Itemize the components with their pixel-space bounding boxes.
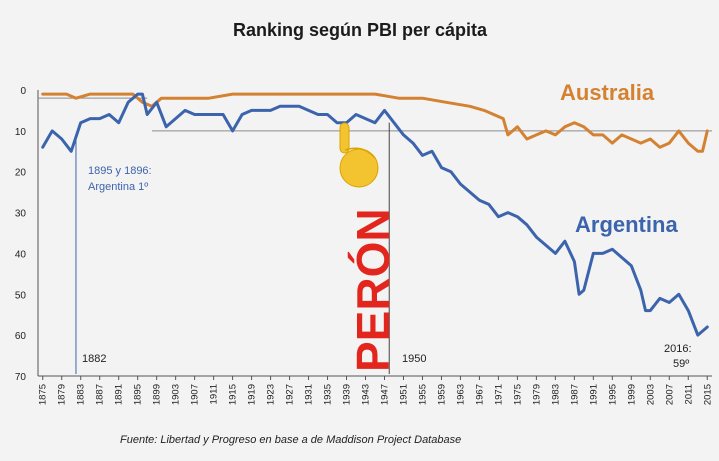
y-tick-label-60: 60 [15, 331, 27, 342]
x-tick-label-2011: 2011 [683, 384, 694, 404]
x-tick-label-1919: 1919 [247, 384, 258, 405]
x-tick-label-1935: 1935 [323, 384, 334, 405]
series-label-australia: Australia [560, 80, 655, 105]
series-group [41, 92, 709, 337]
x-tick-label-1951: 1951 [398, 384, 409, 405]
x-tick-label-1927: 1927 [285, 384, 296, 405]
x-tick-label-1967: 1967 [474, 384, 485, 405]
x-tick-label-1987: 1987 [569, 384, 580, 405]
x-tick-label-1975: 1975 [512, 384, 523, 405]
x-tick-label-1983: 1983 [550, 384, 561, 405]
x-tick-label-1883: 1883 [76, 384, 87, 405]
y-tick-label-10: 10 [15, 127, 27, 138]
x-tick-label-1963: 1963 [455, 384, 466, 405]
x-tick-label-1939: 1939 [342, 384, 353, 405]
source-note: Fuente: Libertad y Progreso en base a de… [120, 434, 461, 446]
x-tick-label-1911: 1911 [209, 384, 220, 404]
x-tick-label-1955: 1955 [417, 384, 428, 405]
y-axis: 0 10 20 30 40 50 60 70 [15, 86, 39, 383]
x-tick-label-1891: 1891 [114, 384, 125, 405]
x-tick-label-1947: 1947 [379, 384, 390, 405]
x-tick-label-1887: 1887 [95, 384, 106, 405]
x-tick-label-1899: 1899 [152, 384, 163, 405]
x-tick-label-1991: 1991 [588, 384, 599, 405]
x-tick-label-1943: 1943 [361, 384, 372, 405]
x-tick-label-1903: 1903 [171, 384, 182, 405]
x-tick-label-1979: 1979 [531, 384, 542, 405]
y-tick-label-0: 0 [20, 86, 26, 97]
chart-title: Ranking según PBI per cápita [233, 20, 488, 40]
x-tick-label-2003: 2003 [645, 384, 656, 405]
marker-1950-label: 1950 [402, 353, 426, 365]
x-axis: 1875 1879 1883 1887 1891 1895 1899 1903 1907 1911… [38, 375, 713, 405]
y-tick-label-20: 20 [15, 168, 27, 179]
x-tick-label-1995: 1995 [607, 384, 618, 405]
x-tick-label-1959: 1959 [436, 384, 447, 405]
note-2016-line2: 59º [673, 358, 689, 370]
peron-annotation: PERÓN [347, 208, 399, 372]
x-tick-label-2015: 2015 [702, 384, 713, 405]
y-tick-label-50: 50 [15, 290, 27, 301]
series-label-argentina: Argentina [575, 212, 678, 237]
x-tick-label-2007: 2007 [664, 384, 675, 405]
note-2016-line1: 2016: [664, 343, 692, 355]
x-tick-label-1971: 1971 [493, 384, 504, 405]
y-tick-label-70: 70 [15, 372, 27, 383]
marker-1882-label: 1882 [82, 353, 106, 365]
series-line-argentina [41, 92, 709, 337]
x-tick-label-1931: 1931 [304, 384, 315, 405]
guide-lines [38, 97, 712, 374]
x-tick-label-1895: 1895 [133, 384, 144, 405]
x-tick-label-1915: 1915 [228, 384, 239, 405]
x-tick-label-1923: 1923 [266, 384, 277, 405]
x-tick-label-1999: 1999 [626, 384, 637, 405]
note-1895-line1: 1895 y 1896: [88, 165, 152, 177]
pointing-hand-icon [339, 122, 379, 188]
series-line-australia [41, 92, 709, 153]
x-tick-label-1875: 1875 [38, 384, 49, 405]
y-tick-label-30: 30 [15, 209, 27, 220]
note-1895-line2: Argentina 1º [88, 181, 148, 193]
x-tick-label-1879: 1879 [57, 384, 68, 405]
x-tick-label-1907: 1907 [190, 384, 201, 405]
y-tick-label-40: 40 [15, 249, 27, 260]
